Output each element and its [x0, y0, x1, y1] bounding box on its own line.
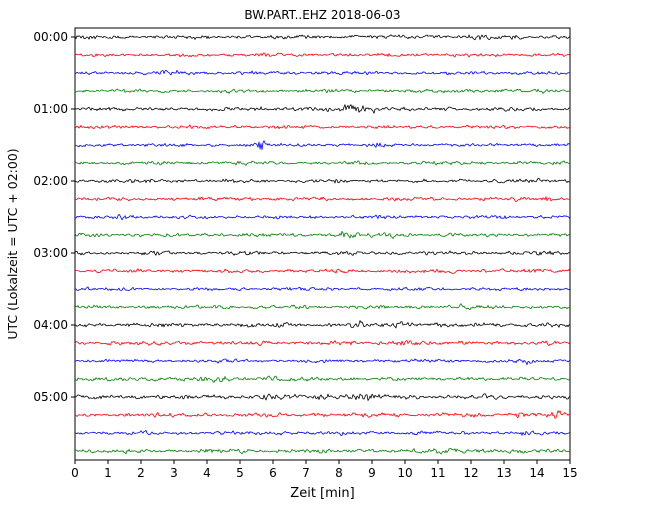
x-tick-label: 8 [335, 466, 343, 480]
trace-02:15 [74, 196, 571, 202]
traces [74, 34, 571, 455]
y-tick-label: 05:00 [33, 390, 68, 404]
x-tick-label: 5 [236, 466, 244, 480]
x-tick-label: 12 [463, 466, 478, 480]
trace-00:00 [74, 34, 571, 41]
axes: 0 1 2 3 4 5 6 7 8 9 10 11 12 13 14 1500:0001:0002:0003:… [33, 27, 578, 480]
trace-04:30 [74, 358, 571, 366]
trace-00:15 [74, 52, 571, 58]
x-tick-label: 0 [71, 466, 79, 480]
trace-02:45 [74, 230, 571, 239]
trace-03:30 [74, 286, 571, 292]
trace-03:15 [74, 268, 571, 274]
x-tick-label: 11 [430, 466, 445, 480]
trace-01:30 [75, 140, 571, 151]
trace-01:15 [74, 124, 571, 130]
x-tick-label: 1 [104, 466, 112, 480]
y-tick-label: 03:00 [33, 246, 68, 260]
x-tick-label: 14 [529, 466, 544, 480]
plot-frame [74, 27, 571, 461]
x-tick-label: 7 [302, 466, 310, 480]
x-tick-label: 10 [397, 466, 412, 480]
trace-00:30 [74, 69, 571, 76]
trace-01:00 [74, 104, 571, 114]
trace-03:45 [74, 303, 571, 311]
trace-04:00 [74, 320, 571, 329]
chart-title: BW.PART..EHZ 2018-06-03 [244, 8, 401, 22]
trace-03:00 [74, 250, 571, 256]
trace-05:30 [74, 429, 571, 436]
y-tick-label: 00:00 [33, 30, 68, 44]
y-tick-label: 02:00 [33, 174, 68, 188]
trace-02:30 [74, 213, 571, 221]
trace-04:45 [74, 375, 571, 383]
x-tick-label: 2 [137, 466, 145, 480]
trace-01:45 [74, 160, 571, 166]
trace-00:45 [74, 88, 571, 94]
x-tick-label: 3 [170, 466, 178, 480]
trace-05:15 [74, 410, 571, 419]
trace-05:45 [74, 448, 571, 455]
trace-02:00 [74, 177, 571, 184]
y-axis-label: UTC (Lokalzeit = UTC + 02:00) [5, 148, 20, 340]
y-tick-label: 04:00 [33, 318, 68, 332]
x-tick-label: 6 [269, 466, 277, 480]
trace-05:00 [74, 393, 571, 401]
x-axis-label: Zeit [min] [290, 486, 355, 501]
x-tick-label: 9 [368, 466, 376, 480]
y-tick-label: 01:00 [33, 102, 68, 116]
x-tick-label: 13 [496, 466, 511, 480]
x-tick-label: 4 [203, 466, 211, 480]
trace-04:15 [74, 340, 571, 347]
x-tick-label: 15 [562, 466, 577, 480]
